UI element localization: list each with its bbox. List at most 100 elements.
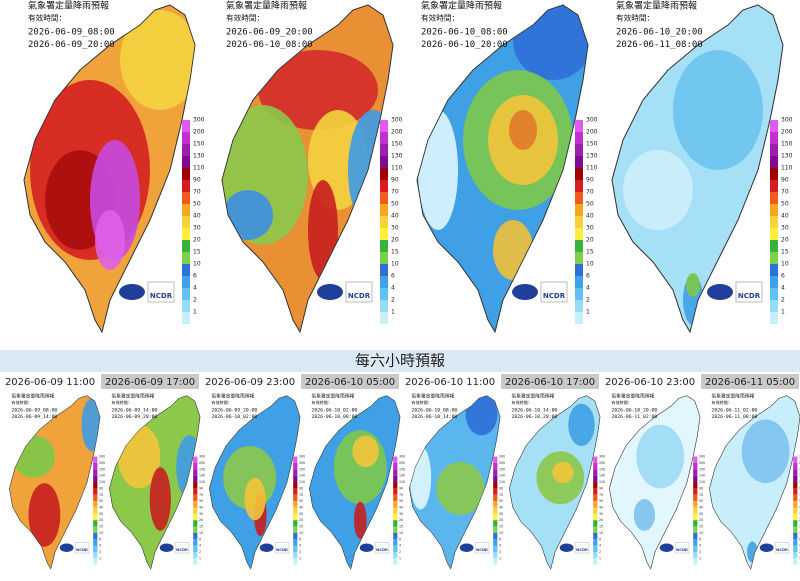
legend-swatch	[575, 288, 583, 300]
legend-swatch	[793, 558, 798, 565]
rain-area	[409, 446, 432, 510]
legend-label: 4	[193, 285, 197, 292]
legend-swatch	[493, 545, 498, 552]
legend-swatch	[693, 462, 698, 470]
legend-label: 30	[399, 512, 403, 516]
legend-label: 40	[299, 505, 303, 509]
legend-label: 30	[193, 225, 201, 232]
legend-label: 150	[99, 467, 105, 471]
legend-label: 4	[586, 285, 590, 292]
legend-label: 200	[391, 129, 403, 136]
rain-area	[741, 419, 790, 484]
legend-label: 110	[199, 480, 205, 484]
legend-swatch	[182, 144, 190, 156]
time-tab-label: 2026-06-10 05:00	[305, 377, 395, 388]
legend-label: 70	[99, 493, 103, 497]
legend-label: 40	[391, 213, 399, 220]
legend-label: 20	[799, 518, 800, 522]
legend-swatch	[93, 488, 98, 495]
rain-areas	[223, 446, 277, 537]
legend-label: 70	[599, 493, 603, 497]
valid-label: 有效時間：	[616, 13, 654, 23]
legend-swatch	[793, 488, 798, 495]
legend-label: 4	[781, 285, 785, 292]
legend-label: 110	[599, 480, 605, 484]
ncdr-logo: NCDR	[376, 548, 388, 552]
legend-label: 30	[499, 512, 503, 516]
legend-label: 15	[799, 525, 800, 529]
time-tab-label: 2026-06-10 23:00	[605, 377, 695, 388]
legend-label: 10	[193, 261, 201, 268]
legend-label: 90	[99, 486, 103, 490]
legend-label: 6	[699, 537, 701, 541]
legend-label: 300	[499, 455, 505, 459]
rain-area	[223, 190, 273, 240]
rain-area	[568, 403, 595, 446]
legend-label: 1	[299, 556, 301, 560]
rain-area	[258, 50, 378, 130]
legend-swatch	[182, 252, 190, 264]
legend-label: 4	[599, 544, 601, 548]
legend-swatch	[575, 168, 583, 180]
legend-swatch	[793, 526, 798, 533]
legend-label: 130	[586, 153, 598, 160]
legend-swatch	[770, 204, 778, 216]
time-tab-label: 2026-06-09 23:00	[205, 377, 295, 388]
legend-swatch	[293, 552, 298, 559]
legend-label: 6	[299, 537, 301, 541]
rain-area	[418, 110, 458, 230]
legend-label: 6	[399, 537, 401, 541]
rain-area	[686, 273, 700, 297]
legend-swatch	[193, 494, 198, 502]
legend-label: 1	[199, 556, 201, 560]
legend-label: 1	[599, 556, 601, 560]
legend-label: 300	[781, 117, 793, 124]
legend-label: 200	[599, 461, 605, 465]
legend-swatch	[770, 240, 778, 252]
legend-label: 6	[199, 537, 201, 541]
valid-start: 2026-06-11_02:00	[712, 408, 758, 414]
legend-swatch	[380, 252, 388, 264]
time-tab	[101, 374, 199, 389]
legend-swatch	[693, 526, 698, 533]
legend-label: 30	[699, 512, 703, 516]
legend-swatch	[770, 288, 778, 300]
valid-end: 2026-06-10_14:00	[412, 414, 458, 420]
legend-swatch	[693, 456, 698, 463]
legend-swatch	[770, 264, 778, 276]
legend-swatch	[93, 462, 98, 470]
legend-swatch	[493, 532, 498, 540]
rain-area	[673, 50, 763, 170]
valid-label: 有效時間：	[412, 399, 432, 405]
legend-swatch	[393, 469, 398, 476]
map-title: 氣象署定量降雨預報	[612, 393, 655, 400]
legend-swatch	[693, 469, 698, 476]
legend-label: 10	[99, 531, 103, 535]
legend-label: 20	[586, 237, 594, 244]
section-title: 每六小時預報	[355, 352, 445, 370]
legend-swatch	[93, 475, 98, 483]
legend-label: 15	[99, 525, 103, 529]
legend-swatch	[393, 545, 398, 552]
time-tab	[501, 374, 599, 389]
legend-label: 4	[399, 544, 401, 548]
legend-label: 40	[699, 505, 703, 509]
legend-swatch	[193, 558, 198, 565]
legend-label: 10	[199, 531, 203, 535]
ncdr-logo-box	[74, 542, 90, 554]
valid-label: 有效時間：	[612, 399, 632, 405]
legend-swatch	[593, 494, 598, 502]
legend-swatch	[293, 462, 298, 470]
legend-label: 30	[586, 225, 594, 232]
legend-swatch	[575, 264, 583, 276]
legend-label: 6	[193, 273, 197, 280]
valid-start: 2026-06-10_20:00	[612, 408, 658, 414]
legend-swatch	[693, 488, 698, 495]
valid-label: 有效時間：	[512, 399, 532, 405]
map-title: 氣象署定量降雨預報	[412, 393, 455, 400]
cwa-logo	[119, 284, 145, 300]
rain-areas	[12, 398, 101, 547]
legend-label: 15	[781, 249, 789, 256]
legend-label: 6	[499, 537, 501, 541]
